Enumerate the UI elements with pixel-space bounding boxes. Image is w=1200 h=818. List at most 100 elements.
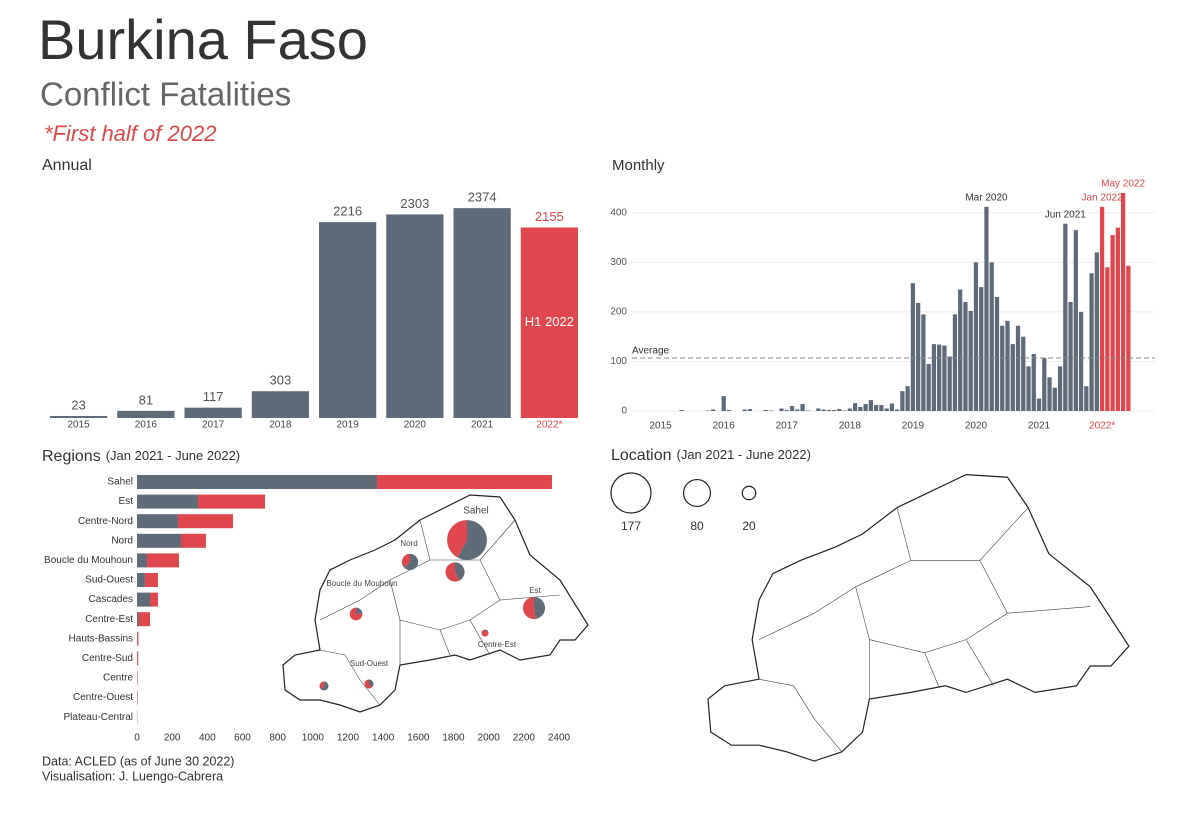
- pie-wedge: [403, 553, 419, 571]
- bar: [795, 409, 800, 411]
- bar-segment: [198, 494, 266, 509]
- bar-segment: [137, 651, 139, 666]
- y-tick-label: Sud-Ouest: [85, 575, 133, 586]
- size-legend-circle: [610, 472, 652, 514]
- map-region-label: Sahel: [463, 506, 489, 517]
- size-legend-label: 177: [621, 519, 641, 533]
- pie-wedge: [320, 681, 329, 691]
- bar: [910, 283, 916, 411]
- y-tick-label: 100: [610, 356, 627, 367]
- y-tick-label: 400: [610, 207, 627, 218]
- x-tick-label: 2016: [135, 420, 158, 431]
- bar: [900, 391, 905, 411]
- footer-credit: Visualisation: J. Luengo-Cabrera: [42, 769, 223, 783]
- bar: [1078, 311, 1084, 411]
- reference-label: Average: [632, 346, 670, 357]
- y-tick-label: 0: [621, 406, 627, 417]
- bar: [184, 407, 242, 418]
- x-tick-label: 1800: [442, 733, 465, 744]
- bar: [847, 408, 852, 411]
- pie-wedge: [319, 681, 324, 690]
- bar: [826, 410, 831, 411]
- bar-segment: [137, 475, 378, 489]
- map-region-label: Nord: [400, 539, 417, 548]
- bar: [816, 408, 821, 411]
- size-legend-circle: [682, 478, 712, 508]
- bar: [989, 262, 994, 411]
- bar-annotation: Jan 2022: [1082, 192, 1124, 203]
- bar: [319, 222, 377, 418]
- x-tick-label: 600: [234, 733, 251, 744]
- bar: [1120, 192, 1126, 411]
- bar: [868, 400, 873, 411]
- bar: [117, 410, 175, 418]
- x-tick-label: 2021: [471, 420, 494, 431]
- y-tick-label: Centre-Nord: [78, 516, 133, 527]
- x-tick-label: 2020: [404, 420, 427, 431]
- pie-wedge: [447, 520, 467, 558]
- bar: [1047, 377, 1052, 411]
- bar-segment: [377, 475, 552, 489]
- bar-segment: [150, 592, 158, 607]
- bar: [926, 363, 931, 411]
- bar-segment: [137, 494, 199, 509]
- x-tick-label: 2018: [839, 421, 862, 432]
- y-tick-label: Cascades: [89, 594, 133, 605]
- bar: [1042, 357, 1047, 411]
- x-tick-label: 2017: [202, 420, 225, 431]
- bar: [1005, 320, 1010, 411]
- bar: [873, 405, 879, 411]
- bar: [831, 410, 837, 411]
- main-title: Burkina Faso: [38, 8, 368, 71]
- bar: [884, 408, 889, 411]
- panel-title-text: Regions: [42, 448, 101, 465]
- pie-wedge: [534, 596, 546, 619]
- bar: [1094, 252, 1099, 411]
- bar: [952, 314, 958, 411]
- value-label: 2216: [333, 204, 362, 219]
- map-region-label: Centre-Est: [478, 640, 517, 649]
- note: *First half of 2022: [44, 121, 216, 146]
- bar: [1021, 336, 1026, 411]
- x-tick-label: 2022*: [1089, 421, 1115, 432]
- pie-wedge: [369, 679, 374, 688]
- y-tick-label: Centre-Est: [85, 614, 133, 625]
- bar-segment: [137, 631, 139, 646]
- bar: [1089, 273, 1094, 411]
- bar: [942, 345, 947, 411]
- panel-title: Monthly: [612, 157, 665, 174]
- x-tick-label: 0: [134, 733, 140, 744]
- panel-subtitle: (Jan 2021 - June 2022): [106, 448, 240, 463]
- bar-segment: [177, 514, 234, 529]
- bar: [1099, 206, 1105, 411]
- bar: [947, 356, 952, 411]
- panel-subtitle: (Jan 2021 - June 2022): [677, 447, 811, 462]
- bar: [895, 409, 900, 411]
- bar-segment: [180, 533, 206, 548]
- bar-segment: [147, 553, 180, 568]
- x-tick-label: 800: [269, 733, 286, 744]
- x-tick-label: 200: [164, 733, 181, 744]
- y-tick-label: Plateau-Central: [64, 712, 133, 723]
- x-tick-label: 2015: [650, 421, 673, 432]
- pie-wedge: [364, 679, 373, 689]
- country-outline: [708, 475, 1129, 761]
- bar: [921, 314, 926, 411]
- bar: [979, 287, 984, 411]
- bar: [958, 289, 963, 411]
- bar: [1057, 366, 1063, 411]
- bar: [905, 386, 910, 411]
- size-legend-label: 20: [742, 519, 756, 533]
- x-tick-label: 1400: [372, 733, 395, 744]
- bar: [973, 262, 979, 411]
- bar: [779, 408, 784, 411]
- bar-segment: [137, 573, 145, 587]
- pie-wedge: [455, 562, 465, 581]
- bar: [821, 409, 826, 411]
- bar: [726, 410, 732, 411]
- bar: [916, 302, 921, 411]
- value-label: 2303: [400, 196, 429, 211]
- bar: [679, 410, 684, 411]
- bar: [1068, 301, 1073, 411]
